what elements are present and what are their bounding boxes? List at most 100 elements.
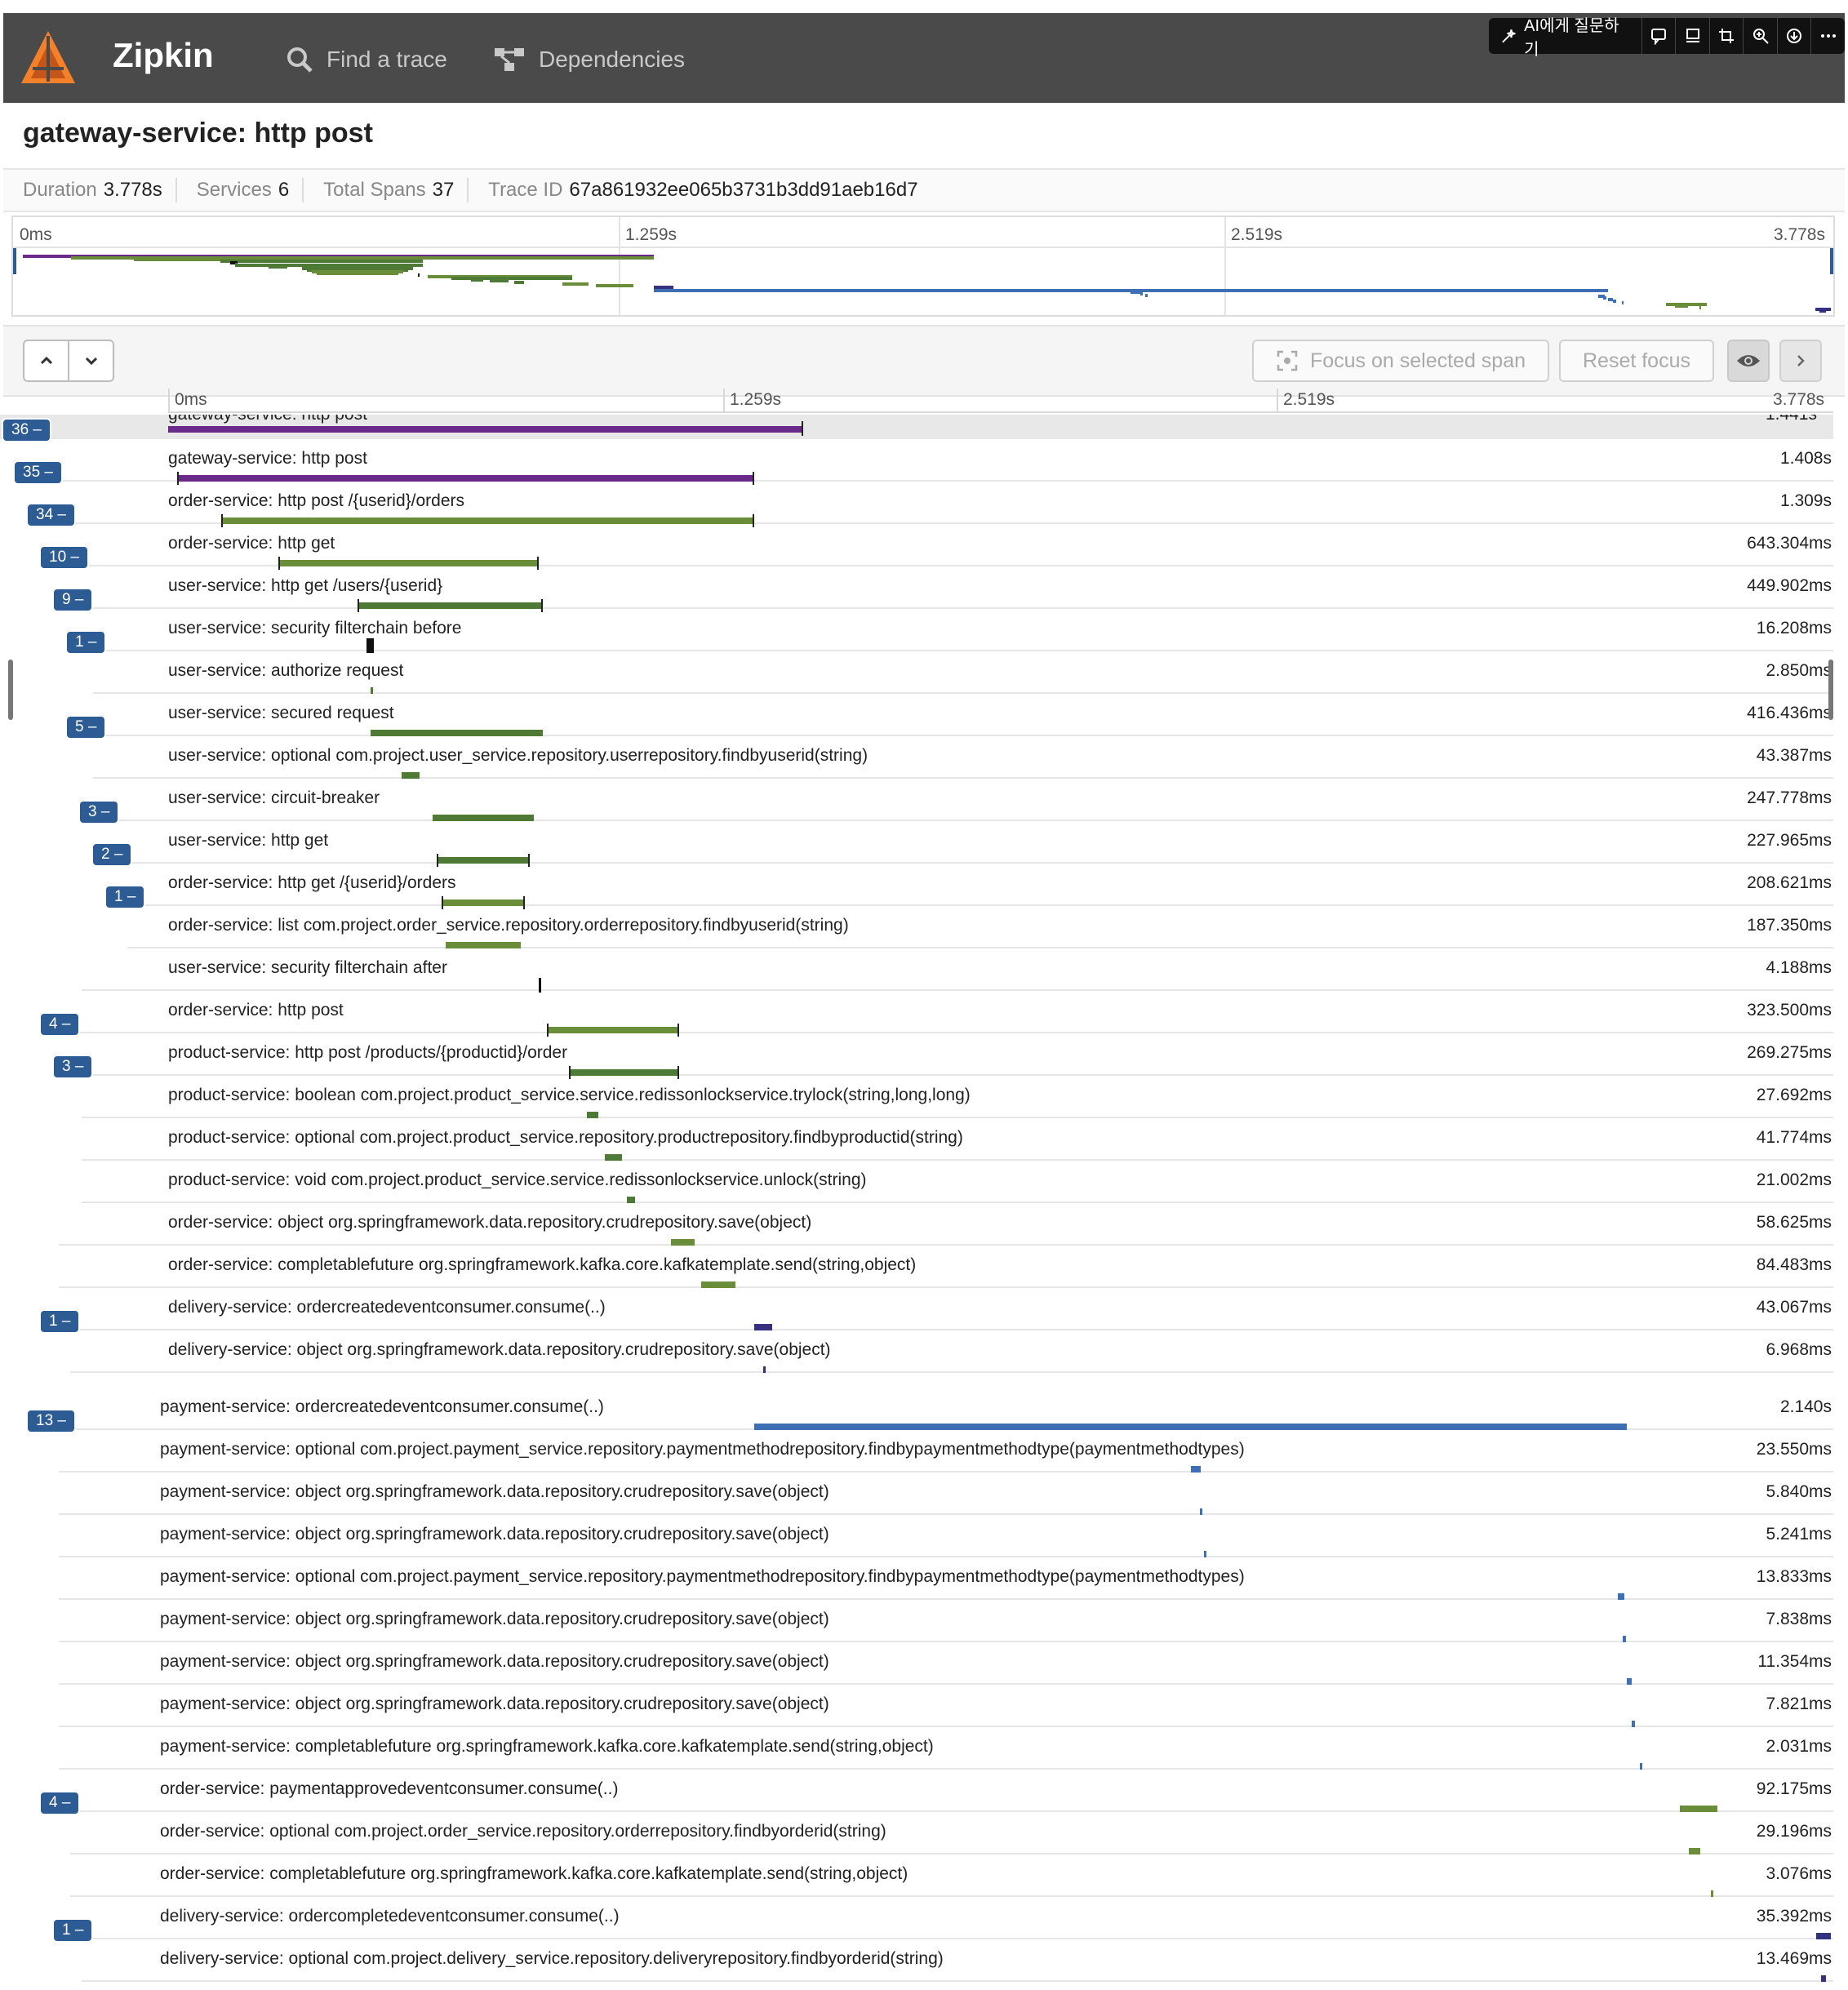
span-bar[interactable] bbox=[402, 772, 420, 779]
right-scroll-indicator[interactable] bbox=[1828, 660, 1833, 720]
span-row[interactable]: user-service: authorize request 2.850ms bbox=[0, 651, 1848, 694]
prev-span-button[interactable] bbox=[24, 341, 69, 380]
span-row[interactable]: user-service: http get 227.965ms 2 – bbox=[0, 821, 1848, 867]
span-row[interactable]: payment-service: object org.springframew… bbox=[0, 1600, 1848, 1642]
span-row[interactable]: user-service: secured request 416.436ms 5 … bbox=[0, 694, 1848, 738]
span-collapse-badge[interactable]: 10 – bbox=[41, 547, 87, 568]
span-row[interactable]: order-service: object org.springframewor… bbox=[0, 1203, 1848, 1246]
next-span-button[interactable] bbox=[69, 341, 113, 380]
span-bar[interactable] bbox=[547, 1027, 680, 1033]
root-span-collapse-badge[interactable]: 36 – bbox=[3, 420, 50, 441]
span-collapse-badge[interactable]: 34 – bbox=[28, 504, 74, 526]
span-row[interactable]: payment-service: object org.springframew… bbox=[0, 1473, 1848, 1515]
span-row[interactable]: product-service: void com.project.produc… bbox=[0, 1161, 1848, 1203]
span-row[interactable]: user-service: circuit-breaker 247.778ms 3 … bbox=[0, 779, 1848, 823]
span-bar[interactable] bbox=[437, 857, 530, 864]
span-collapse-badge[interactable]: 4 – bbox=[41, 1014, 79, 1035]
brand-name[interactable]: Zipkin bbox=[113, 36, 214, 74]
span-bar[interactable] bbox=[371, 687, 374, 694]
root-span-row[interactable]: gateway-service: http post 1.441s bbox=[0, 415, 1833, 439]
span-bar[interactable] bbox=[366, 638, 374, 653]
toggle-visibility-button[interactable] bbox=[1727, 340, 1770, 382]
span-bar[interactable] bbox=[220, 517, 755, 524]
span-bar[interactable] bbox=[604, 1154, 622, 1161]
span-row[interactable]: order-service: list com.project.order_se… bbox=[0, 906, 1848, 948]
span-row[interactable]: delivery-service: ordercreatedeventconsu… bbox=[0, 1288, 1848, 1332]
span-bar[interactable] bbox=[538, 978, 541, 993]
span-bar[interactable] bbox=[1640, 1763, 1643, 1770]
span-bar[interactable] bbox=[586, 1112, 598, 1118]
span-collapse-badge[interactable]: 13 – bbox=[28, 1410, 74, 1432]
span-row[interactable]: order-service: completablefuture org.spr… bbox=[0, 1855, 1848, 1897]
span-row[interactable]: user-service: security filterchain befor… bbox=[0, 609, 1848, 653]
span-bar[interactable] bbox=[278, 560, 539, 566]
span-row[interactable]: order-service: completablefuture org.spr… bbox=[0, 1246, 1848, 1288]
span-collapse-badge[interactable]: 4 – bbox=[41, 1792, 79, 1814]
minimap-right-handle[interactable] bbox=[1830, 248, 1833, 274]
span-bar[interactable] bbox=[176, 475, 755, 482]
span-collapse-badge[interactable]: 1 – bbox=[41, 1311, 79, 1332]
span-row[interactable]: user-service: optional com.project.user_… bbox=[0, 736, 1848, 779]
span-row[interactable]: delivery-service: ordercompletedeventcon… bbox=[0, 1897, 1848, 1941]
span-row[interactable]: order-service: paymentapprovedeventconsu… bbox=[0, 1770, 1848, 1814]
ai-ask-button[interactable]: AI에게 질문하기 bbox=[1489, 17, 1642, 59]
span-collapse-badge[interactable]: 1 – bbox=[67, 632, 105, 653]
span-bar[interactable] bbox=[1710, 1890, 1713, 1897]
span-row[interactable]: gateway-service: http post 1.408s 35 – bbox=[0, 439, 1848, 485]
span-bar[interactable] bbox=[754, 1324, 772, 1330]
span-bar[interactable] bbox=[1688, 1848, 1701, 1855]
trace-minimap[interactable]: 0ms 1.259s 2.519s 3.778s bbox=[11, 215, 1835, 317]
span-bar[interactable] bbox=[754, 1424, 1628, 1430]
more-button[interactable] bbox=[1811, 18, 1845, 54]
span-row[interactable]: delivery-service: object org.springframe… bbox=[0, 1330, 1848, 1373]
expand-panel-button[interactable] bbox=[1779, 340, 1822, 382]
span-bar[interactable] bbox=[701, 1282, 736, 1288]
span-row[interactable]: user-service: security filterchain after… bbox=[0, 948, 1848, 993]
span-row[interactable]: payment-service: completablefuture org.s… bbox=[0, 1727, 1848, 1770]
span-row[interactable]: order-service: optional com.project.orde… bbox=[0, 1812, 1848, 1855]
span-bar[interactable] bbox=[626, 1197, 636, 1203]
span-bar[interactable] bbox=[1199, 1508, 1202, 1515]
span-bar[interactable] bbox=[1820, 1975, 1827, 1982]
span-bar[interactable] bbox=[1816, 1933, 1832, 1939]
zipkin-logo-icon[interactable] bbox=[18, 28, 78, 88]
span-row[interactable]: order-service: http get /{userid}/orders… bbox=[0, 864, 1848, 909]
span-row[interactable]: order-service: http post /{userid}/order… bbox=[0, 482, 1848, 527]
span-row[interactable]: user-service: http get /users/{userid} 44… bbox=[0, 566, 1848, 612]
span-row[interactable]: payment-service: ordercreatedeventconsum… bbox=[0, 1388, 1848, 1432]
span-bar[interactable] bbox=[1627, 1678, 1632, 1685]
minimap-left-handle[interactable] bbox=[13, 248, 16, 274]
crop-button[interactable] bbox=[1710, 18, 1744, 54]
span-bar[interactable] bbox=[432, 815, 535, 821]
span-row[interactable]: payment-service: optional com.project.pa… bbox=[0, 1430, 1848, 1473]
span-bar[interactable] bbox=[358, 602, 543, 609]
span-bar[interactable] bbox=[670, 1239, 695, 1246]
span-bar[interactable] bbox=[446, 942, 521, 948]
span-row[interactable]: product-service: http post /products/{pr… bbox=[0, 1033, 1848, 1079]
span-bar[interactable] bbox=[371, 730, 543, 736]
reset-focus-button[interactable]: Reset focus bbox=[1559, 340, 1714, 382]
span-bar[interactable] bbox=[441, 899, 526, 906]
span-bar[interactable] bbox=[1203, 1551, 1206, 1557]
span-bar[interactable] bbox=[1680, 1806, 1717, 1812]
span-collapse-badge[interactable]: 3 – bbox=[54, 1056, 92, 1077]
zoom-button[interactable] bbox=[1744, 18, 1778, 54]
span-row[interactable]: payment-service: object org.springframew… bbox=[0, 1685, 1848, 1727]
comment-button[interactable] bbox=[1642, 18, 1677, 54]
nav-dependencies[interactable]: Dependencies bbox=[493, 39, 685, 80]
nav-find-trace[interactable]: Find a trace bbox=[286, 39, 447, 80]
span-bar[interactable] bbox=[1190, 1466, 1201, 1473]
span-row[interactable]: payment-service: optional com.project.pa… bbox=[0, 1557, 1848, 1600]
screen-button[interactable] bbox=[1676, 18, 1710, 54]
span-row[interactable]: order-service: http post 323.500ms 4 – bbox=[0, 991, 1848, 1037]
span-bar[interactable] bbox=[569, 1069, 680, 1076]
span-row[interactable]: order-service: http get 643.304ms 10 – bbox=[0, 524, 1848, 570]
span-collapse-badge[interactable]: 1 – bbox=[54, 1920, 92, 1941]
span-bar[interactable] bbox=[762, 1366, 766, 1373]
span-collapse-badge[interactable]: 9 – bbox=[54, 589, 92, 611]
focus-selected-span-button[interactable]: Focus on selected span bbox=[1252, 340, 1549, 382]
download-button[interactable] bbox=[1778, 18, 1812, 54]
span-row[interactable]: payment-service: object org.springframew… bbox=[0, 1642, 1848, 1685]
span-collapse-badge[interactable]: 2 – bbox=[93, 844, 131, 865]
span-bar[interactable] bbox=[1622, 1636, 1626, 1642]
